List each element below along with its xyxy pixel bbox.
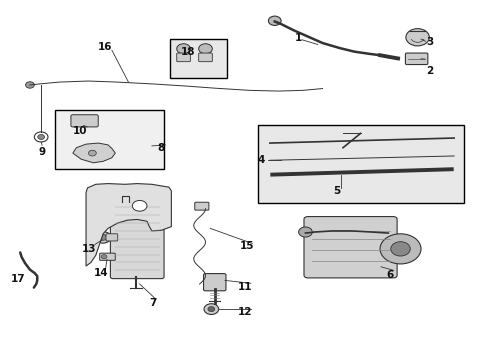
Circle shape	[25, 82, 34, 88]
Polygon shape	[86, 184, 171, 266]
FancyBboxPatch shape	[71, 115, 98, 127]
Text: 9: 9	[39, 147, 45, 157]
FancyBboxPatch shape	[176, 53, 190, 62]
FancyBboxPatch shape	[198, 53, 212, 62]
Circle shape	[268, 16, 281, 26]
Text: 1: 1	[294, 33, 301, 43]
Circle shape	[405, 29, 428, 46]
Text: 4: 4	[257, 155, 264, 165]
FancyBboxPatch shape	[110, 198, 163, 279]
Circle shape	[88, 150, 96, 156]
FancyBboxPatch shape	[405, 53, 427, 64]
Text: 16: 16	[98, 42, 113, 52]
Text: 13: 13	[82, 244, 97, 254]
Text: 6: 6	[386, 270, 393, 280]
Text: 15: 15	[239, 241, 254, 251]
Text: 14: 14	[93, 267, 108, 278]
Text: 12: 12	[238, 307, 252, 316]
FancyBboxPatch shape	[100, 253, 115, 260]
Bar	[169, 39, 227, 78]
Text: 17: 17	[10, 274, 25, 284]
Circle shape	[176, 44, 190, 54]
Text: 11: 11	[238, 282, 252, 292]
FancyBboxPatch shape	[304, 217, 396, 278]
Bar	[55, 110, 163, 169]
Circle shape	[207, 307, 214, 312]
Circle shape	[95, 231, 111, 243]
FancyBboxPatch shape	[203, 274, 225, 291]
Text: 2: 2	[426, 66, 432, 76]
Circle shape	[203, 304, 218, 315]
Circle shape	[34, 132, 48, 142]
Text: 8: 8	[157, 143, 164, 153]
Text: 10: 10	[73, 126, 87, 135]
FancyBboxPatch shape	[194, 202, 208, 210]
Text: 3: 3	[426, 37, 432, 47]
Circle shape	[132, 201, 147, 211]
Circle shape	[101, 255, 107, 259]
Circle shape	[99, 234, 107, 240]
Circle shape	[198, 44, 212, 54]
Bar	[257, 125, 463, 203]
Polygon shape	[73, 143, 115, 163]
Text: 7: 7	[149, 298, 156, 308]
FancyBboxPatch shape	[106, 234, 118, 241]
Circle shape	[379, 234, 420, 264]
Circle shape	[390, 242, 409, 256]
Circle shape	[38, 134, 44, 139]
Text: 18: 18	[181, 46, 195, 57]
Text: 5: 5	[333, 186, 340, 197]
Circle shape	[298, 227, 312, 237]
